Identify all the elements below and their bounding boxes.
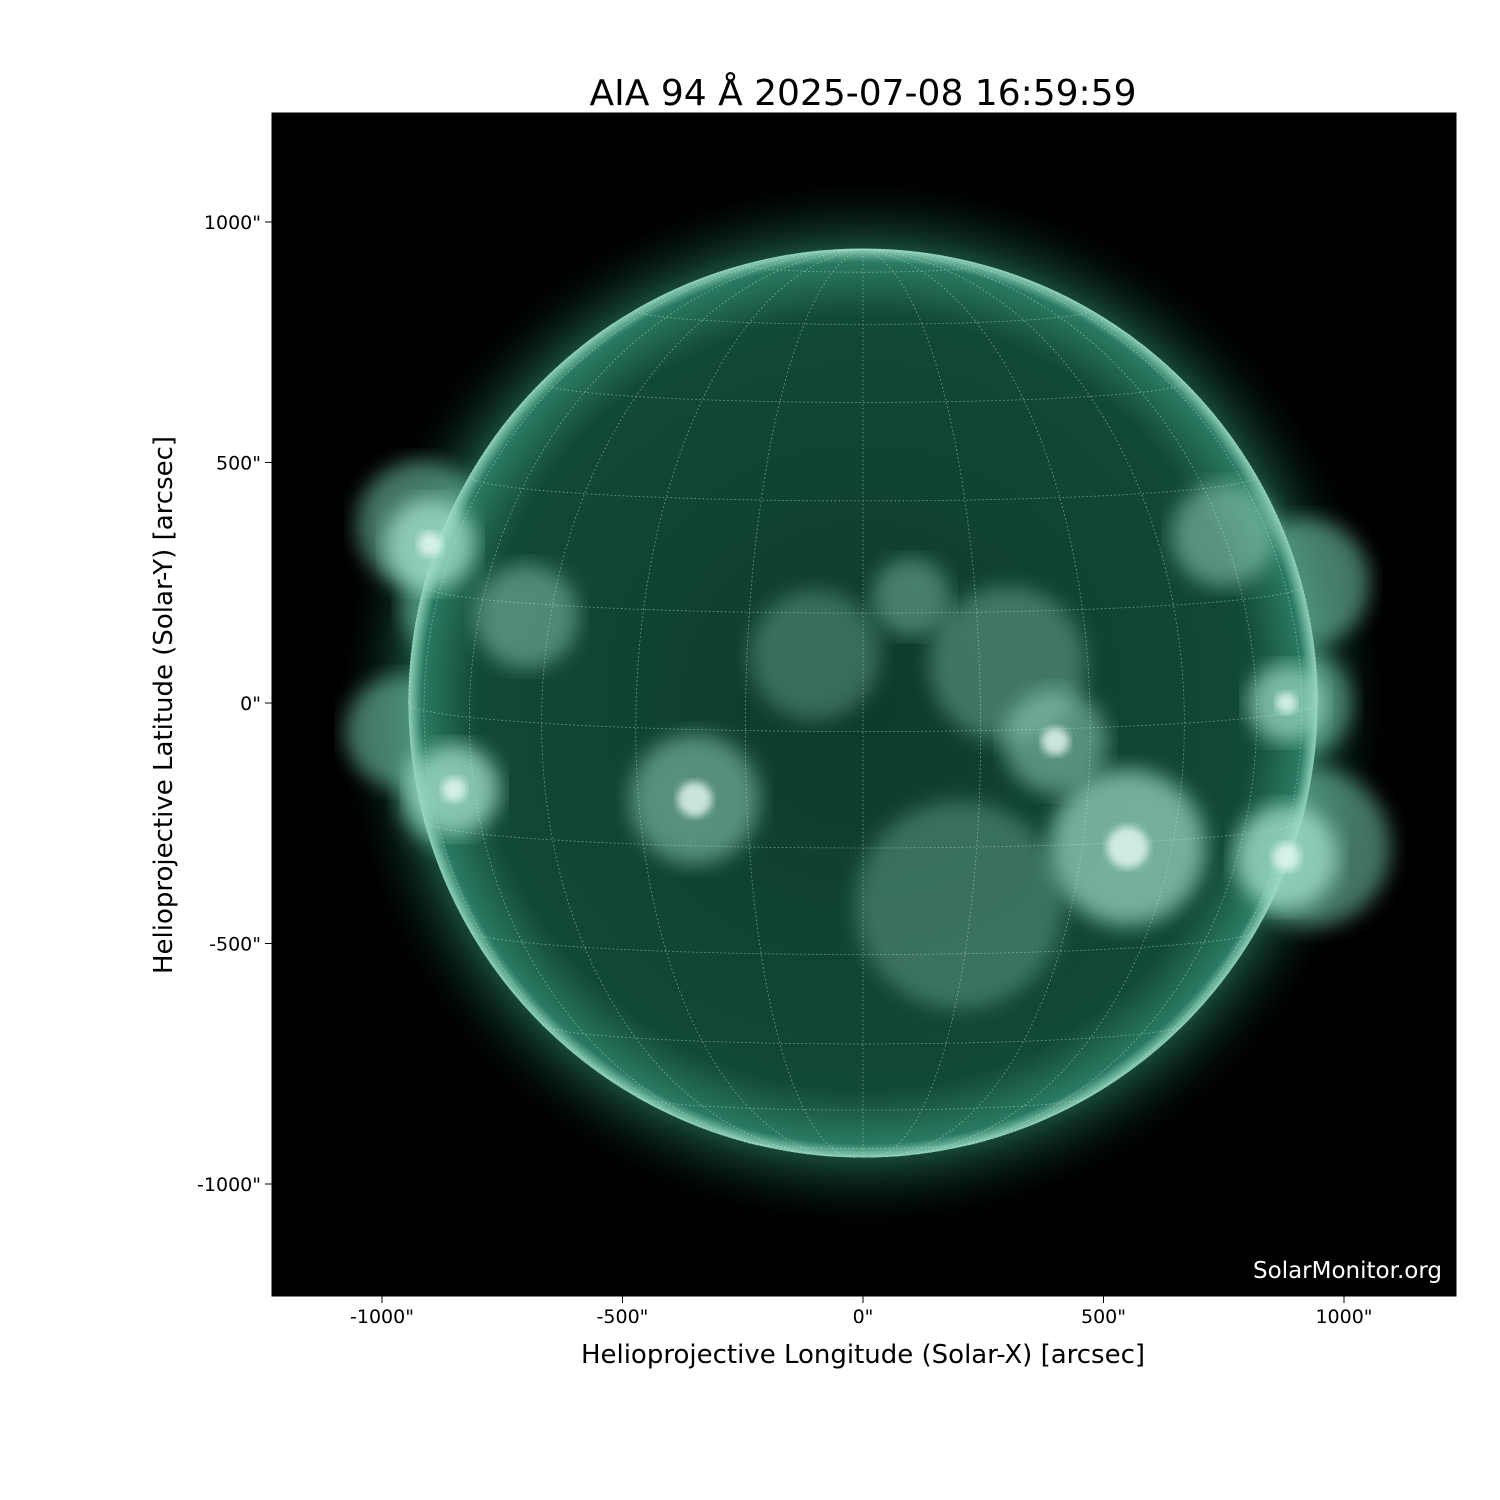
x-tick-label: 0" <box>853 1306 874 1328</box>
latitude-line <box>745 264 981 273</box>
x-tick-label: -500" <box>597 1306 649 1328</box>
y-tick-label: 0" <box>240 693 261 715</box>
longitude-line <box>862 249 1303 1146</box>
longitude-line <box>541 249 864 1157</box>
active-region <box>929 586 1086 743</box>
active-region <box>855 801 1064 1010</box>
active-region <box>1171 482 1276 587</box>
watermark: SolarMonitor.org <box>1253 1258 1442 1284</box>
axis-ticks: -1000" -500" 0" 500" 1000" 1000" 500" 0" -500" -1… <box>197 212 1373 1328</box>
latitude-line <box>748 1142 978 1149</box>
y-axis-label: Helioprojective Latitude (Solar-Y) [arcs… <box>149 436 179 974</box>
longitude-line <box>862 249 1185 1157</box>
active-region <box>474 564 579 669</box>
latitude-line <box>542 1024 1184 1045</box>
y-tick-label: 1000" <box>204 212 261 234</box>
chart-title: AIA 94 Å 2025-07-08 16:59:59 <box>590 71 1137 114</box>
solar-disk <box>408 248 1318 1158</box>
x-tick-label: 500" <box>1081 1306 1126 1328</box>
bright-kernel <box>677 781 713 817</box>
bright-kernel <box>1106 826 1149 869</box>
active-region <box>749 589 880 720</box>
longitude-line <box>862 249 1318 704</box>
axes-frame <box>271 112 1457 1297</box>
latitude-line <box>541 382 1185 403</box>
longitude-line <box>423 249 864 1146</box>
longitude-line <box>468 249 864 1155</box>
bright-kernel <box>1275 692 1297 714</box>
y-tick-label: 500" <box>216 453 261 475</box>
active-region <box>872 558 951 637</box>
longitude-line <box>862 249 1258 1155</box>
sun-image <box>331 171 1395 1235</box>
x-axis-label: Helioprojective Longitude (Solar-X) [arc… <box>581 1340 1145 1370</box>
latitude-line <box>637 1097 1089 1111</box>
x-tick-label: -1000" <box>350 1306 414 1328</box>
bright-kernel <box>1272 842 1301 871</box>
bright-kernel <box>441 777 467 802</box>
coordinate-grid <box>408 249 1318 1158</box>
y-tick-label: -500" <box>209 934 261 956</box>
y-tick-label: -1000" <box>197 1174 261 1196</box>
x-tick-label: 1000" <box>1315 1306 1372 1328</box>
bright-kernel <box>417 532 443 557</box>
longitude-line <box>408 249 864 704</box>
bright-kernel <box>1041 727 1070 756</box>
